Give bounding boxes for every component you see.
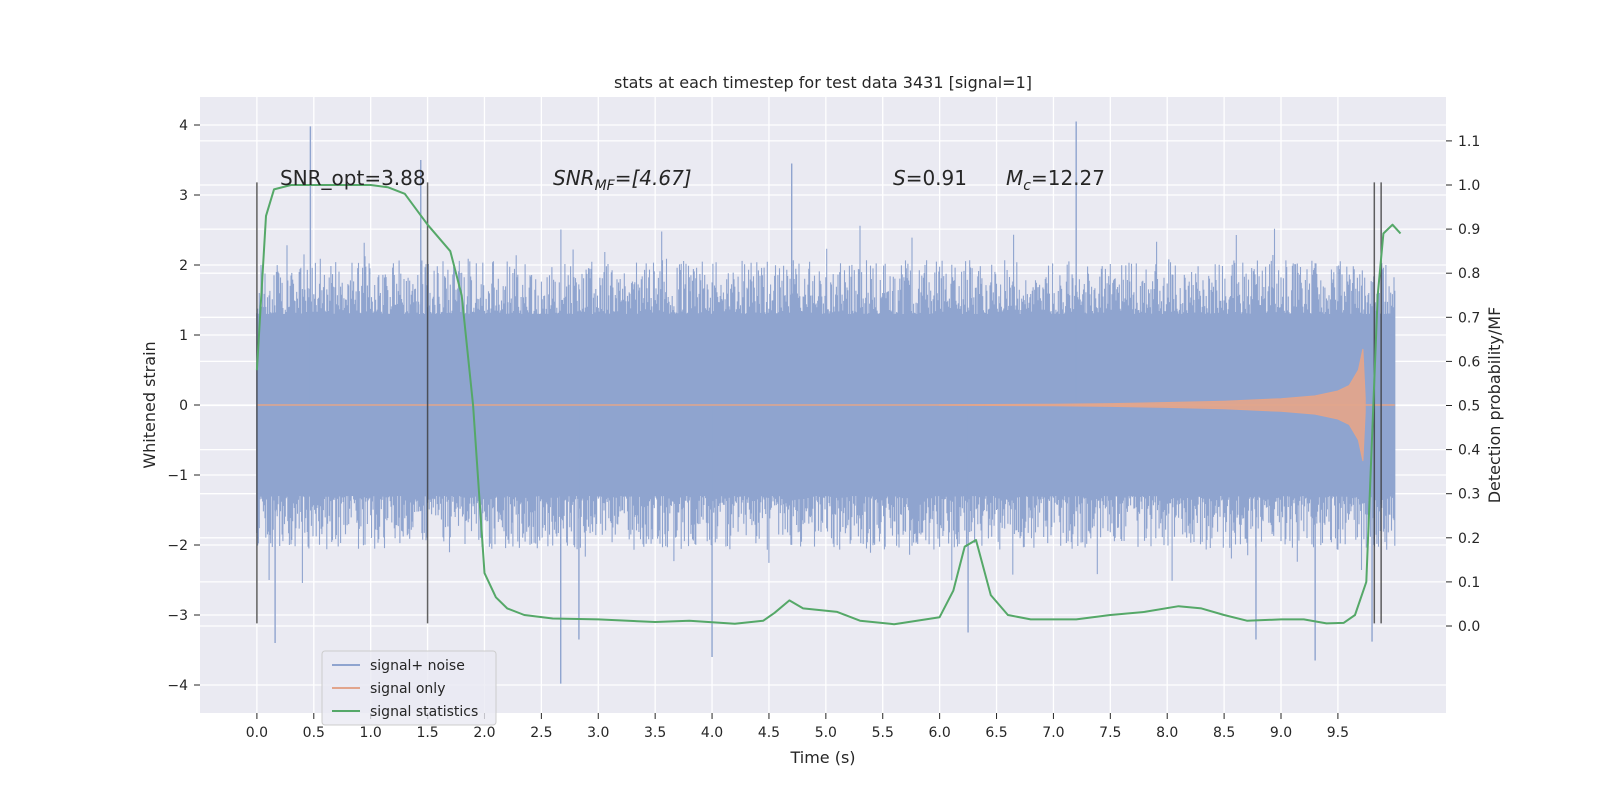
- annotation-mc: Mc=12.27: [1006, 166, 1105, 194]
- mc-subscript: c: [1023, 178, 1031, 194]
- snr-mf-prefix: SNR: [553, 166, 595, 190]
- s-value: =0.91: [906, 166, 967, 190]
- x-tick-label: 1.0: [360, 725, 382, 741]
- chart-title: stats at each timestep for test data 343…: [614, 73, 1032, 92]
- x-tick-label: 7.5: [1099, 725, 1121, 741]
- y-axis-label-right: Detection probability/MF: [1485, 307, 1504, 504]
- x-tick-label: 9.5: [1327, 725, 1349, 741]
- x-tick-label: 0.5: [303, 725, 325, 741]
- y-right-tick-label: 0.9: [1458, 222, 1480, 238]
- annotation-s: S=0.91: [893, 166, 967, 190]
- x-tick-label: 6.5: [985, 725, 1007, 741]
- stats-series: [255, 184, 1402, 626]
- y-left-tick-label: 1: [179, 328, 188, 344]
- y-axis-label-left: Whitened strain: [140, 341, 159, 468]
- y-right-tick-label: 0.8: [1458, 266, 1480, 282]
- s-prefix: S: [893, 166, 906, 190]
- x-tick-label: 2.0: [473, 725, 495, 741]
- x-tick-label: 9.0: [1270, 725, 1292, 741]
- signal-series: [256, 348, 1395, 462]
- y-right-tick-label: 0.2: [1458, 531, 1480, 547]
- x-tick-label: 6.0: [929, 725, 951, 741]
- y-left-tick-label: 2: [179, 258, 188, 274]
- x-tick-label: 0.0: [246, 725, 268, 741]
- y-left-tick-label: −4: [167, 678, 188, 694]
- y-left-tick-label: 4: [179, 118, 188, 134]
- annotation-snr-mf: SNRMF=[4.67]: [553, 166, 692, 194]
- signal-chirp: [939, 348, 1366, 462]
- x-tick-label: 4.5: [758, 725, 780, 741]
- x-tick-label: 2.5: [530, 725, 552, 741]
- y-left-tick-label: −2: [167, 538, 188, 554]
- y-right-tick-label: 1.0: [1458, 178, 1480, 194]
- x-tick-label: 1.5: [416, 725, 438, 741]
- stats-line: [255, 184, 1402, 626]
- tick-labels: 0.0 0.5 1.0 1.5 2.0 2.5 3.0 3.5 4.0 4.5 5.0 5.5 6.0 6…: [167, 118, 1480, 741]
- y-right-tick-label: 0.1: [1458, 575, 1480, 591]
- y-left-tick-label: 3: [179, 188, 188, 204]
- y-right-tick-label: 1.1: [1458, 134, 1480, 150]
- y-right-tick-label: 0.7: [1458, 310, 1480, 326]
- mc-prefix: M: [1006, 166, 1023, 190]
- legend-label-signal-statistics: signal statistics: [370, 704, 478, 720]
- x-tick-label: 7.0: [1042, 725, 1064, 741]
- x-tick-label: 8.0: [1156, 725, 1178, 741]
- legend-label-signal-only: signal only: [370, 681, 445, 697]
- x-tick-label: 5.0: [815, 725, 837, 741]
- legend: signal+ noise signal only signal statist…: [321, 650, 497, 726]
- x-tick-label: 4.0: [701, 725, 723, 741]
- y-left-tick-label: 0: [179, 398, 188, 414]
- x-axis-label: Time (s): [789, 748, 855, 767]
- y-left-tick-label: −1: [167, 468, 188, 484]
- x-tick-label: 3.5: [644, 725, 666, 741]
- x-tick-label: 5.5: [872, 725, 894, 741]
- y-left-tick-label: −3: [167, 608, 188, 624]
- snr-mf-value: =[4.67]: [615, 166, 692, 190]
- snr-mf-subscript: MF: [595, 178, 616, 194]
- legend-box: [321, 650, 497, 726]
- y-right-tick-label: 0.4: [1458, 443, 1480, 459]
- x-tick-label: 3.0: [587, 725, 609, 741]
- y-right-tick-label: 0.5: [1458, 399, 1480, 415]
- x-tick-label: 8.5: [1213, 725, 1235, 741]
- y-right-tick-label: 0.3: [1458, 487, 1480, 503]
- y-right-tick-label: 0.6: [1458, 354, 1480, 370]
- y-right-tick-label: 0.0: [1458, 619, 1480, 635]
- mc-value: =12.27: [1031, 166, 1105, 190]
- annotation-snr-opt: SNR_opt=3.88: [280, 166, 426, 190]
- legend-label-signal-noise: signal+ noise: [370, 658, 465, 674]
